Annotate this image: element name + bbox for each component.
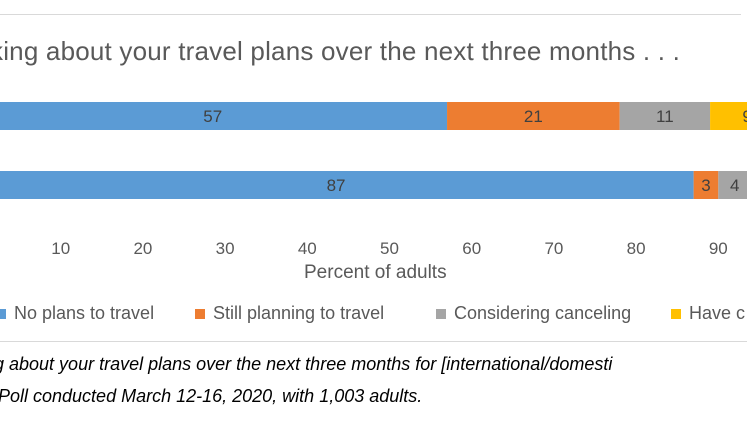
data-label-still-planning-row-1: 21 [524,107,543,126]
bar-have-canceled-row-1 [710,102,747,130]
caption-divider [0,341,747,342]
legend-item-have-canceled: Have c [671,303,745,324]
legend-swatch-considering [436,308,446,319]
legend-item-still-planning: Still planning to travel [195,303,384,324]
data-label-have-canceled-row-1: 9 [742,107,747,126]
bar-no-plans-row-1 [0,102,448,130]
x-tick-label-80: 80 [627,239,646,258]
x-tick-label-20: 20 [133,239,152,258]
x-axis-title: Percent of adults [304,262,447,283]
x-axis-ticks: 10 20 30 40 50 60 70 80 90 [51,239,728,258]
legend-item-no-plans: No plans to travel [0,303,154,324]
bars-layer: 57 21 11 9 87 3 4 [0,102,747,199]
legend-swatch-no-plans [0,308,6,319]
bar-considering-row-2 [718,171,747,199]
legend-swatch-have-canceled [671,308,681,319]
x-tick-label-30: 30 [216,239,235,258]
x-tick-label-90: 90 [709,239,728,258]
legend-swatch-still-planning [195,308,205,319]
legend-label-have-canceled: Have c [689,303,746,323]
x-tick-label-10: 10 [51,239,70,258]
x-tick-label-60: 60 [462,239,481,258]
legend-label-considering: Considering canceling [454,303,632,323]
legend-label-no-plans: No plans to travel [14,303,155,323]
x-tick-label-40: 40 [298,239,317,258]
stacked-bar-chart: 57 21 11 9 87 3 4 10 20 30 40 50 60 70 80 90 [0,102,747,258]
bar-still-planning-row-2 [693,171,719,199]
legend-label-still-planning: Still planning to travel [213,303,385,323]
legend-item-considering: Considering canceling [436,303,631,324]
bar-considering-row-1 [619,102,711,130]
bar-still-planning-row-1 [447,102,620,130]
chart-title: king about your travel plans over the ne… [0,36,681,66]
top-divider [0,14,741,15]
data-label-still-planning-row-2: 3 [701,176,710,195]
data-label-considering-row-1: 11 [656,107,674,126]
poll-caption: Poll conducted March 12-16, 2020, with 1… [0,386,423,406]
x-tick-label-50: 50 [380,239,399,258]
bar-no-plans-row-2 [0,171,694,199]
x-tick-label-70: 70 [544,239,563,258]
data-label-considering-row-2: 4 [730,176,739,195]
data-label-no-plans-row-2: 87 [327,176,346,195]
question-caption: g about your travel plans over the next … [0,354,613,374]
data-label-no-plans-row-1: 57 [203,107,222,126]
